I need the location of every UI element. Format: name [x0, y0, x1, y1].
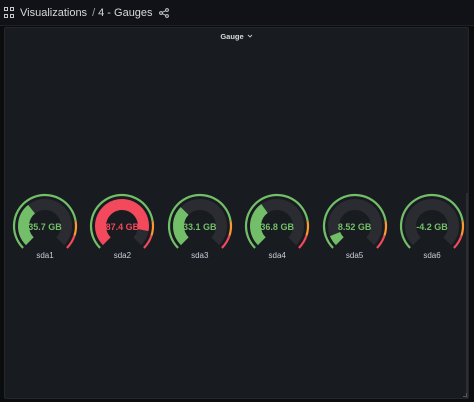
gauge-label: sda6	[423, 251, 441, 260]
share-icon[interactable]	[158, 7, 169, 18]
gauge-fill	[329, 231, 344, 246]
threshold-band-0	[167, 193, 232, 249]
threshold-band-1	[73, 220, 78, 236]
gauge-label: sda2	[113, 251, 132, 260]
threshold-band-2	[143, 235, 153, 249]
threshold-band-1	[383, 220, 387, 236]
apps-grid-icon[interactable]	[4, 7, 15, 18]
gauge-fill	[95, 199, 150, 246]
threshold-band-1	[228, 220, 232, 236]
threshold-band-1	[460, 220, 465, 236]
gauge-row: 35.7 GB sda1 87.4 GB sda2 33.1 GB sda3 36.8 GB…	[5, 188, 468, 308]
threshold-band-2	[375, 235, 386, 249]
gauge-arc	[399, 193, 465, 249]
panel-header[interactable]: Gauge	[5, 28, 468, 44]
gauge-arc	[245, 193, 310, 249]
top-navbar: Visualizations / 4 - Gauges	[0, 0, 474, 26]
gauge-fill	[250, 204, 269, 246]
threshold-band-0	[322, 193, 387, 249]
gauge-arc	[90, 193, 155, 249]
gauge-label: sda4	[268, 251, 286, 260]
breadcrumb-page[interactable]: 4 - Gauges	[98, 6, 153, 19]
panel-title[interactable]: Gauge	[220, 31, 244, 41]
threshold-band-2	[298, 235, 308, 249]
threshold-band-2	[453, 235, 463, 249]
gauge-sda4[interactable]: 36.8 GB sda4	[239, 188, 315, 268]
threshold-band-0	[12, 193, 77, 249]
gauge-value: -4.2 GB	[416, 222, 448, 232]
gauge-value: 33.1 GB	[183, 222, 217, 232]
gauge-track	[405, 199, 459, 246]
gauge-value: 36.8 GB	[260, 222, 294, 232]
threshold-band-2	[220, 235, 231, 249]
gauge-panel: Gauge 35.7 GB sda1 87.4 GB sda2 33.1 GB sda3 3…	[4, 27, 469, 399]
gauge-label: sda1	[36, 251, 54, 260]
gauge-track	[327, 199, 382, 246]
chevron-down-icon[interactable]	[247, 33, 253, 39]
gauge-label: sda5	[345, 251, 364, 260]
gauge-sda1[interactable]: 35.7 GB sda1	[7, 188, 83, 268]
gauge-fill	[18, 204, 36, 246]
gauge-value: 87.4 GB	[105, 222, 140, 232]
gauge-arc	[167, 193, 232, 249]
gauge-value: 35.7 GB	[28, 222, 62, 232]
threshold-band-1	[150, 220, 155, 236]
threshold-band-2	[66, 235, 76, 249]
resize-handle[interactable]	[463, 393, 467, 397]
breadcrumb-section[interactable]: Visualizations	[20, 6, 88, 19]
gauge-sda5[interactable]: 8.52 GB sda5	[317, 188, 393, 268]
threshold-band-0	[90, 193, 155, 249]
gauge-sda3[interactable]: 33.1 GB sda3	[162, 188, 238, 268]
threshold-band-0	[399, 193, 464, 249]
gauge-sda6[interactable]: -4.2 GB sda6	[394, 188, 470, 268]
gauge-arc	[12, 193, 78, 249]
gauge-arc	[322, 193, 387, 249]
threshold-band-1	[305, 220, 310, 236]
panel-scrollbar[interactable]	[466, 193, 468, 398]
gauge-label: sda3	[191, 251, 209, 260]
threshold-band-0	[245, 193, 309, 249]
gauge-sda2[interactable]: 87.4 GB sda2	[84, 188, 160, 268]
gauge-fill	[172, 207, 189, 246]
gauge-value: 8.52 GB	[337, 222, 372, 232]
breadcrumb-separator: /	[92, 6, 96, 19]
